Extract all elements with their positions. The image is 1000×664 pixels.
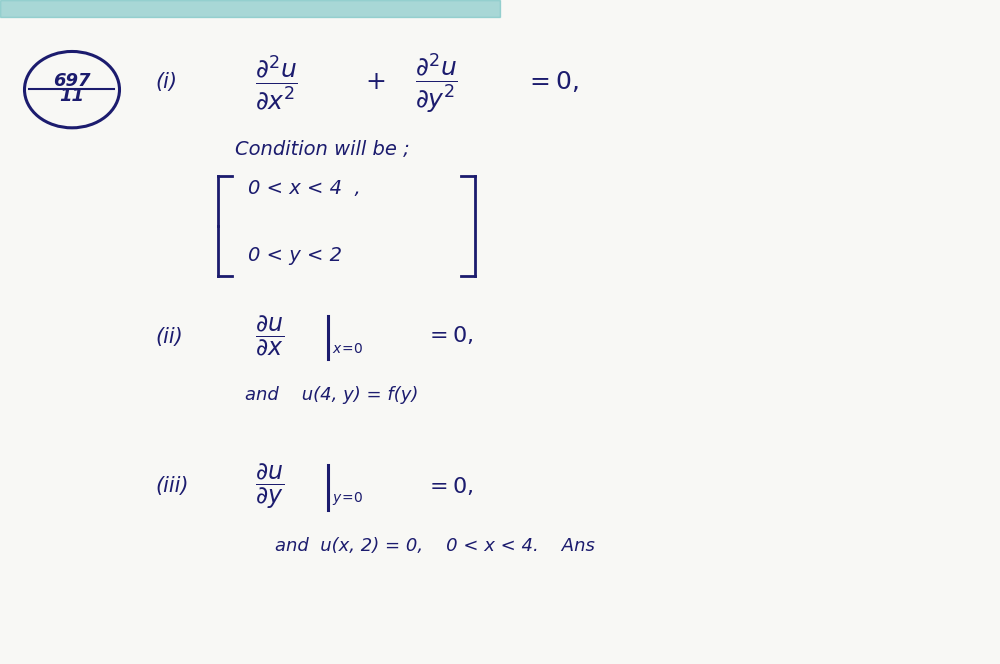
Text: $y\!=\!0$: $y\!=\!0$ [332,490,363,507]
Text: $\dfrac{\partial^2 u}{\partial y^2}$: $\dfrac{\partial^2 u}{\partial y^2}$ [415,51,458,115]
Text: $\dfrac{\partial u}{\partial y}$: $\dfrac{\partial u}{\partial y}$ [255,461,284,511]
Text: (iii): (iii) [155,476,188,496]
Text: and    u(4, y) = f(y): and u(4, y) = f(y) [245,386,418,404]
Text: and  u(x, 2) = 0,    0 < x < 4.    Ans: and u(x, 2) = 0, 0 < x < 4. Ans [275,537,595,555]
Text: $+$: $+$ [365,70,385,94]
Text: $\dfrac{\partial u}{\partial x}$: $\dfrac{\partial u}{\partial x}$ [255,313,284,357]
Text: 0 < x < 4  ,: 0 < x < 4 , [248,179,361,198]
Text: $x\!=\!0$: $x\!=\!0$ [332,342,363,356]
Text: 0 < y < 2: 0 < y < 2 [248,246,342,265]
Bar [0,0,500,17]
Text: 697: 697 [53,72,91,90]
Text: 11: 11 [60,87,84,106]
Text: $= 0,$: $= 0,$ [525,69,579,94]
Text: Condition will be ;: Condition will be ; [235,140,410,159]
Text: $= 0,$: $= 0,$ [425,475,473,497]
Text: $= 0,$: $= 0,$ [425,324,473,347]
Text: (ii): (ii) [155,327,183,347]
Text: $\dfrac{\partial^2 u}{\partial x^2}$: $\dfrac{\partial^2 u}{\partial x^2}$ [255,54,298,112]
Text: (i): (i) [155,72,177,92]
